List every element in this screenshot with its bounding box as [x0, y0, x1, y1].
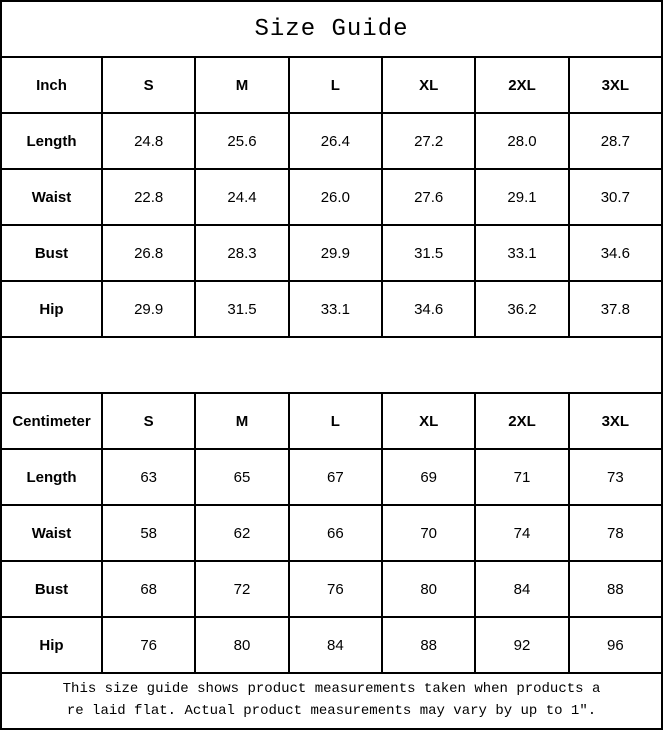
table-cell: 31.5	[383, 226, 475, 280]
table-cell: 27.6	[383, 170, 475, 224]
table-cell: 31.5	[196, 282, 288, 336]
cm-row-label-length: Length	[2, 450, 101, 504]
cm-header-l: L	[289, 394, 381, 448]
table-cell: 73	[569, 450, 661, 504]
table-cell: 33.1	[476, 226, 568, 280]
table-cell: 84	[476, 562, 568, 616]
disclaimer-line-1: This size guide shows product measuremen…	[62, 681, 601, 698]
table-cell: 34.6	[383, 282, 475, 336]
table-cell: 78	[569, 506, 661, 560]
size-guide-title: Size Guide	[2, 2, 661, 56]
inch-row-label-bust: Bust	[2, 226, 101, 280]
table-cell: 65	[196, 450, 288, 504]
table-cell: 29.1	[476, 170, 568, 224]
cm-header-3xl: 3XL	[569, 394, 661, 448]
table-cell: 26.8	[103, 226, 195, 280]
table-cell: 74	[476, 506, 568, 560]
table-cell: 67	[289, 450, 381, 504]
table-cell: 80	[383, 562, 475, 616]
table-cell: 72	[196, 562, 288, 616]
table-cell: 29.9	[289, 226, 381, 280]
inch-row-label-waist: Waist	[2, 170, 101, 224]
table-cell: 88	[569, 562, 661, 616]
table-cell: 25.6	[196, 114, 288, 168]
inch-row-label-length: Length	[2, 114, 101, 168]
table-cell: 76	[103, 618, 195, 672]
table-cell: 28.0	[476, 114, 568, 168]
table-cell: 71	[476, 450, 568, 504]
table-cell: 68	[103, 562, 195, 616]
inch-header-s: S	[103, 58, 195, 112]
table-cell: 34.6	[569, 226, 661, 280]
table-cell: 28.3	[196, 226, 288, 280]
table-cell: 37.8	[569, 282, 661, 336]
cm-row-label-bust: Bust	[2, 562, 101, 616]
cm-row-label-hip: Hip	[2, 618, 101, 672]
table-cell: 70	[383, 506, 475, 560]
cm-row-label-waist: Waist	[2, 506, 101, 560]
table-cell: 24.4	[196, 170, 288, 224]
table-cell: 36.2	[476, 282, 568, 336]
cm-header-unit: Centimeter	[2, 394, 101, 448]
table-cell: 76	[289, 562, 381, 616]
table-cell: 58	[103, 506, 195, 560]
inch-header-3xl: 3XL	[569, 58, 661, 112]
table-cell: 88	[383, 618, 475, 672]
table-cell: 28.7	[569, 114, 661, 168]
table-cell: 22.8	[103, 170, 195, 224]
inch-header-m: M	[196, 58, 288, 112]
table-cell: 92	[476, 618, 568, 672]
cm-header-m: M	[196, 394, 288, 448]
size-guide-disclaimer: This size guide shows product measuremen…	[2, 674, 661, 728]
cm-header-2xl: 2XL	[476, 394, 568, 448]
table-cell: 62	[196, 506, 288, 560]
cm-header-s: S	[103, 394, 195, 448]
table-cell: 27.2	[383, 114, 475, 168]
table-spacer	[2, 338, 661, 392]
inch-header-unit: Inch	[2, 58, 101, 112]
inch-header-l: L	[289, 58, 381, 112]
inch-row-label-hip: Hip	[2, 282, 101, 336]
table-cell: 26.4	[289, 114, 381, 168]
table-cell: 84	[289, 618, 381, 672]
table-cell: 33.1	[289, 282, 381, 336]
table-cell: 66	[289, 506, 381, 560]
disclaimer-line-2: re laid flat. Actual product measurement…	[66, 703, 597, 719]
table-cell: 24.8	[103, 114, 195, 168]
table-cell: 69	[383, 450, 475, 504]
table-cell: 96	[569, 618, 661, 672]
inch-header-xl: XL	[383, 58, 475, 112]
inch-header-2xl: 2XL	[476, 58, 568, 112]
table-cell: 63	[103, 450, 195, 504]
cm-header-xl: XL	[383, 394, 475, 448]
table-cell: 30.7	[569, 170, 661, 224]
table-cell: 80	[196, 618, 288, 672]
table-cell: 29.9	[103, 282, 195, 336]
table-cell: 26.0	[289, 170, 381, 224]
